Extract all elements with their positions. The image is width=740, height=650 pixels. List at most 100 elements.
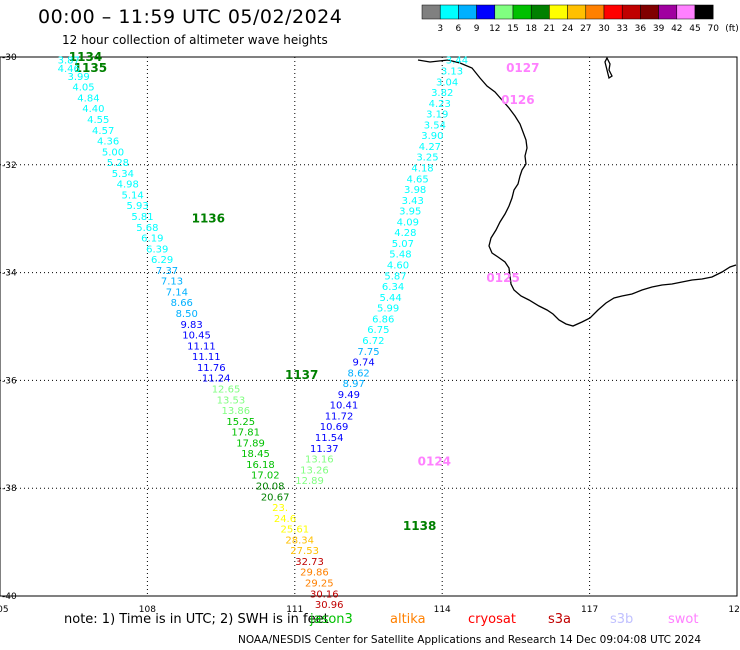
scale-label: 24 <box>562 24 574 34</box>
wave-height-label: 4.55 <box>87 115 109 126</box>
scale-swatch <box>476 4 496 20</box>
scale-label: 33 <box>616 24 627 34</box>
scale-swatch <box>621 4 641 20</box>
y-tick-label: -32 <box>2 161 17 171</box>
wave-height-label: 4.65 <box>407 174 429 185</box>
tick-labels: 105 108 111 114 117 120 -30 -32 -34 -36 -38 -40 <box>0 53 740 615</box>
wave-height-label: 5.93 <box>126 201 148 212</box>
wave-height-label: 20.08 <box>256 482 285 493</box>
scale-label: 70 <box>707 24 719 34</box>
scale-swatch <box>439 4 459 20</box>
wave-height-label: 3.98 <box>404 185 426 196</box>
wave-height-label: 11.11 <box>192 352 221 363</box>
satellite-label-jason3: jason3 <box>310 612 353 627</box>
wave-height-label: 13.86 <box>222 406 251 417</box>
wave-height-label: 3.99 <box>67 72 89 83</box>
scale-swatch <box>421 4 441 20</box>
wave-height-label: 9.74 <box>352 358 374 369</box>
wave-height-label: 32.73 <box>295 557 324 568</box>
wave-height-label: 6.72 <box>362 336 384 347</box>
wave-height-label: 29.86 <box>300 568 329 579</box>
wave-height-label: 11.24 <box>202 374 231 385</box>
wave-height-label: 10.69 <box>320 422 349 433</box>
wave-height-label: 13.53 <box>217 395 246 406</box>
wave-height-label: 5.87 <box>384 271 406 282</box>
scale-swatch <box>694 4 714 20</box>
wave-height-label: 13.26 <box>300 465 329 476</box>
scale-label: 30 <box>598 24 610 34</box>
wave-height-label: 5.28 <box>107 158 129 169</box>
scale-swatch <box>676 4 696 20</box>
wave-height-label: 5.99 <box>377 304 399 315</box>
wave-height-label: 9.83 <box>180 320 202 331</box>
color-scale: 3 6 9 12 15 18 21 24 27 30 33 36 39 42 45 70 (ft) <box>421 4 739 34</box>
satellite-label-altika: altika <box>390 612 426 627</box>
track-label: 1138 <box>403 519 436 533</box>
wave-height-label: 30.16 <box>310 589 339 600</box>
wave-height-label: 6.34 <box>382 282 404 293</box>
wave-height-label: 6.39 <box>146 244 168 255</box>
wave-height-label: 6.86 <box>372 314 394 325</box>
wave-height-label: 5.14 <box>122 190 144 201</box>
wave-height-label: 27.53 <box>290 546 319 557</box>
wave-height-label: 8.50 <box>176 309 198 320</box>
wave-height-label: 6.29 <box>151 255 173 266</box>
wave-height-label: 13.16 <box>305 455 334 466</box>
wave-height-label: 7.13 <box>161 277 183 288</box>
wave-height-label: 5.48 <box>389 250 411 261</box>
satellite-label-s3a: s3a <box>548 612 572 627</box>
wave-height-label: 7.75 <box>357 347 379 358</box>
wave-height-label: 3.25 <box>416 153 438 164</box>
scale-label: 9 <box>474 24 480 34</box>
wave-height-label: 8.97 <box>343 379 365 390</box>
scale-swatch <box>458 4 477 20</box>
x-tick-label: 105 <box>0 605 9 615</box>
scale-label: 36 <box>635 24 647 34</box>
scale-swatch <box>585 4 605 20</box>
scale-label: 6 <box>456 24 462 34</box>
wave-height-label: 11.37 <box>310 444 339 455</box>
wave-height-label: 30.96 <box>315 600 344 611</box>
wave-height-label: 11.76 <box>197 363 226 374</box>
wave-height-label: 8.66 <box>171 298 193 309</box>
track-label: 1135 <box>74 61 107 75</box>
wave-height-label: 3.43 <box>402 196 424 207</box>
track-label: 0127 <box>506 61 539 75</box>
scale-swatch <box>603 4 623 20</box>
wave-height-label: 5.81 <box>131 212 153 223</box>
x-tick-label: 117 <box>581 605 598 615</box>
y-tick-label: -30 <box>2 53 17 63</box>
scale-label: 12 <box>489 24 500 34</box>
wave-height-label: 4.18 <box>411 163 433 174</box>
scale-label: 21 <box>544 24 555 34</box>
wave-height-label: 4.46 <box>58 64 80 75</box>
credit-line: NOAA/NESDIS Center for Satellite Applica… <box>238 634 702 646</box>
satellite-label-swot: swot <box>668 612 699 627</box>
scale-swatch <box>640 4 659 20</box>
wave-height-label: 4.23 <box>429 99 451 110</box>
chart-subtitle: 12 hour collection of altimeter wave hei… <box>62 33 328 47</box>
wave-height-label: 5.00 <box>102 147 124 158</box>
wave-height-label: 3.13 <box>441 66 463 77</box>
scale-label: 15 <box>507 24 518 34</box>
wave-height-label: 23. <box>272 503 288 514</box>
scale-label: 39 <box>653 24 665 34</box>
wave-height-label: 28.34 <box>285 535 314 546</box>
wave-height-label: 7.14 <box>166 287 188 298</box>
scale-label: 45 <box>689 24 700 34</box>
scale-swatch <box>494 4 514 20</box>
wave-height-label: 4.57 <box>92 126 114 137</box>
scale-label: 42 <box>671 24 682 34</box>
wave-height-label: 3.04 <box>436 77 458 88</box>
wave-height-label: 17.89 <box>236 438 265 449</box>
wave-height-label: 10.41 <box>330 401 359 412</box>
wave-height-label: 4.27 <box>419 142 441 153</box>
wave-height-label: 11.54 <box>315 433 344 444</box>
wave-height-label: 24.6 <box>274 514 296 525</box>
scale-swatch <box>549 4 568 20</box>
scale-unit: (ft) <box>725 24 739 34</box>
wave-height-label: 5.34 <box>112 169 134 180</box>
track-label: 1136 <box>192 212 225 226</box>
wave-height-label: 10.45 <box>182 331 211 342</box>
